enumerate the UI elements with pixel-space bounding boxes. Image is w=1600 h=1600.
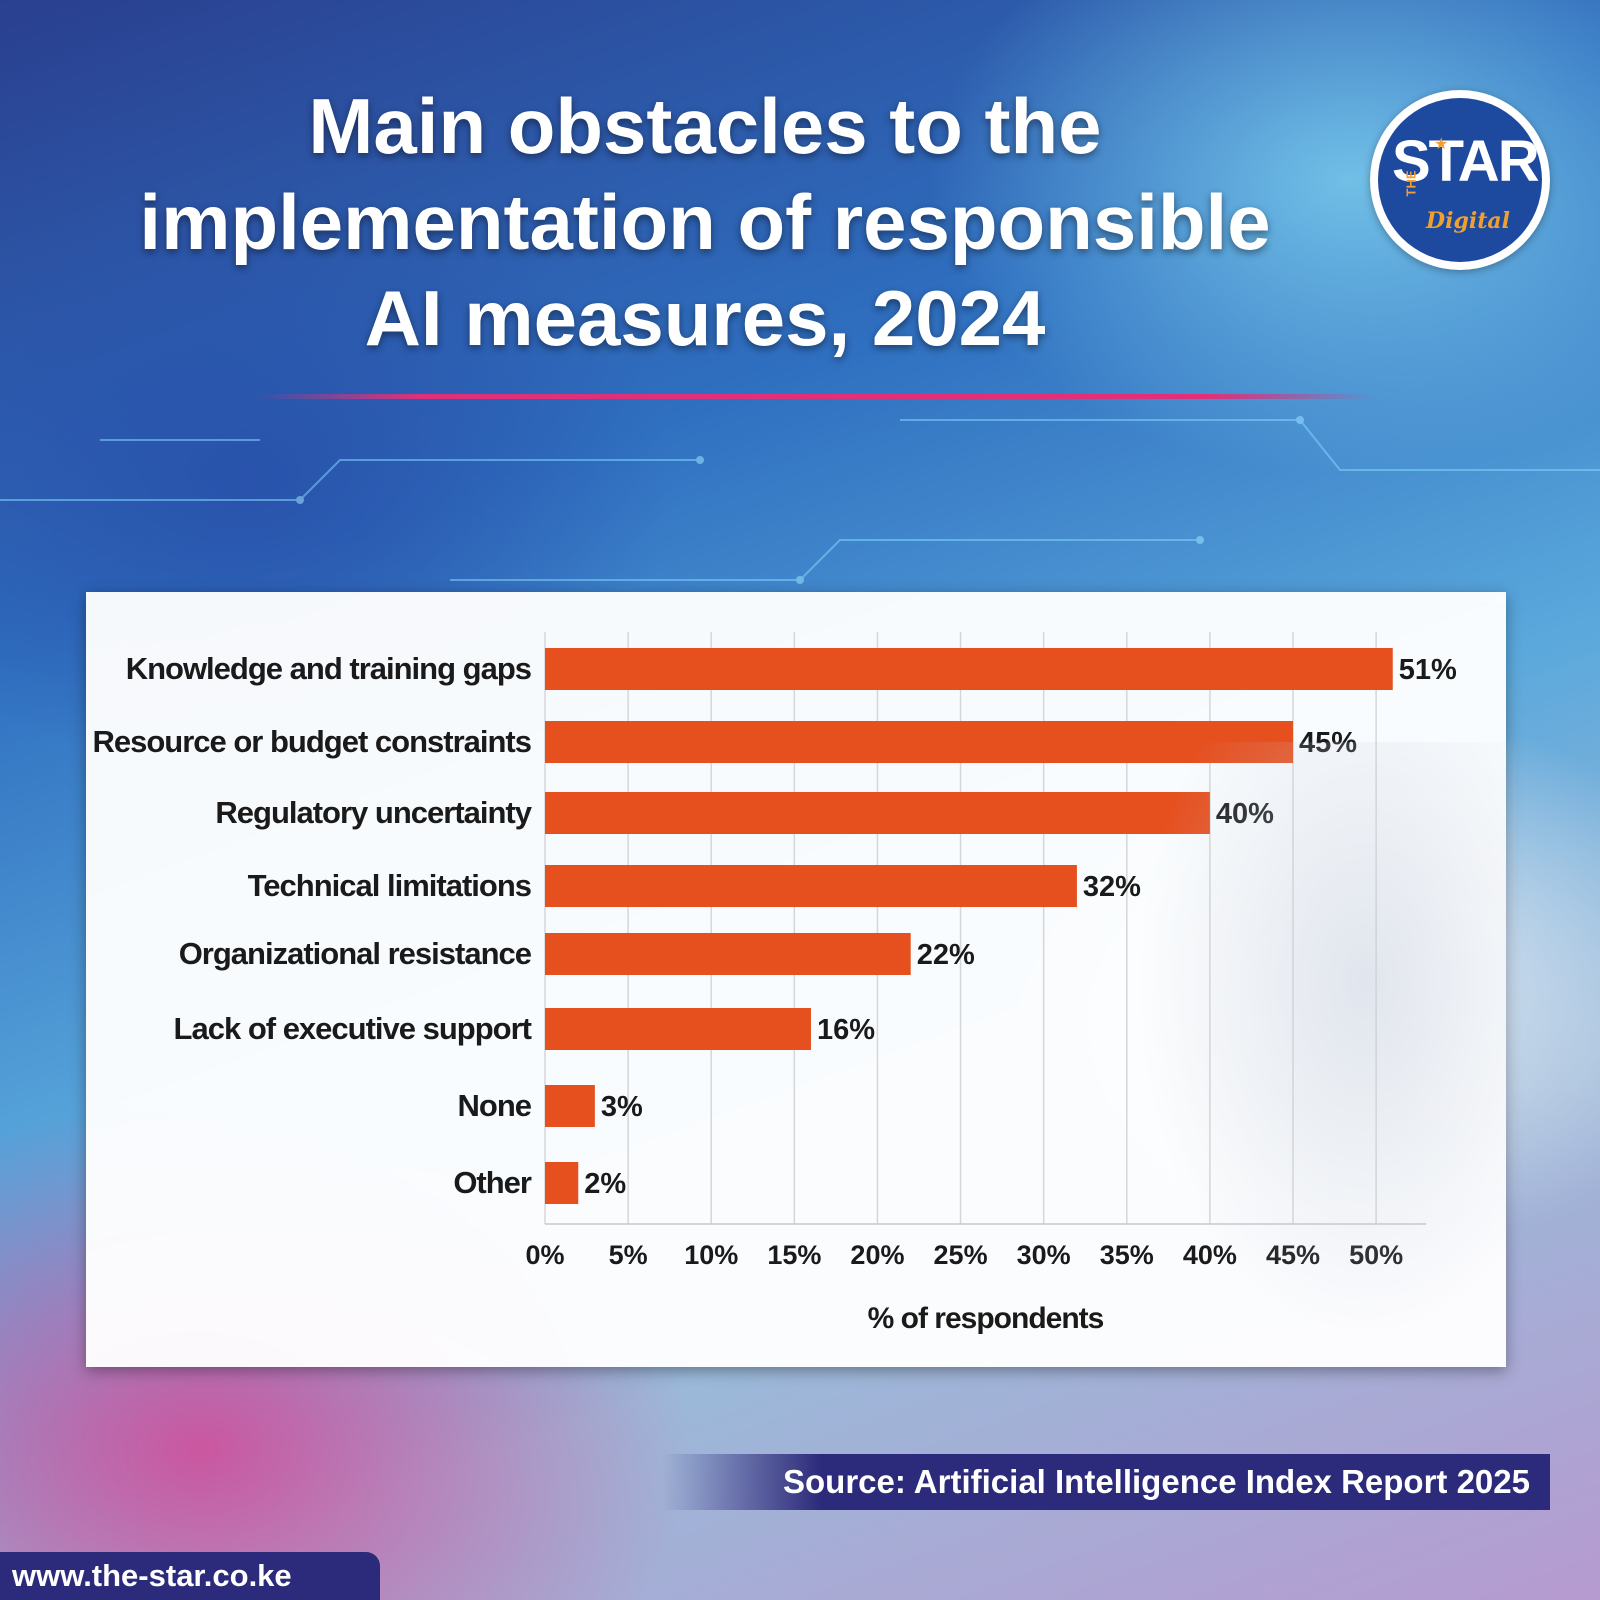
logo-badge: STAR ★ THE Digital [1378,98,1542,262]
value-label: 45% [1299,727,1357,759]
bar [545,721,1294,763]
category-label: Lack of executive support [174,1011,532,1046]
x-axis-title: % of respondents [868,1302,1104,1335]
x-tick-label: 25% [934,1240,988,1270]
value-label: 16% [817,1014,875,1046]
value-label: 22% [917,939,975,971]
category-label: Knowledge and training gaps [126,651,531,686]
category-label: Organizational resistance [179,936,532,971]
x-tick-label: 20% [850,1240,904,1270]
bar [545,1008,811,1050]
bar [545,792,1210,834]
title-line: AI measures, 2024 [364,274,1046,362]
x-tick-label: 40% [1183,1240,1237,1270]
x-tick-label: 45% [1266,1240,1320,1270]
background-circuit-decoration [0,416,1600,604]
bar [545,865,1077,907]
category-label: Regulatory uncertainty [215,795,532,830]
x-tick-label: 10% [684,1240,738,1270]
source-banner: Source: Artificial Intelligence Index Re… [662,1454,1550,1510]
bar [545,933,911,975]
logo-the-text: THE [1403,170,1419,197]
value-label: 32% [1083,871,1141,903]
value-label: 3% [601,1091,643,1123]
category-label: None [458,1088,532,1123]
logo-digital-text: Digital [1426,208,1510,234]
the-star-digital-logo: STAR ★ THE Digital [1370,90,1550,270]
value-label: 2% [584,1168,626,1200]
category-label: Resource or budget constraints [92,724,531,759]
bar [545,648,1393,690]
logo-star-text: STAR [1392,129,1540,194]
bar [545,1162,579,1204]
value-label: 40% [1216,798,1274,830]
x-tick-label: 30% [1017,1240,1071,1270]
star-icon: ★ [1434,136,1449,153]
x-tick-label: 5% [609,1240,648,1270]
title-line: implementation of responsible [139,178,1271,266]
x-tick-label: 50% [1349,1240,1403,1270]
page-title: Main obstacles to the implementation of … [40,78,1370,366]
x-tick-label: 15% [767,1240,821,1270]
title-line: Main obstacles to the [308,82,1102,170]
value-label: 51% [1399,654,1457,686]
x-tick-label: 0% [525,1240,564,1270]
bar [545,1085,595,1127]
website-link[interactable]: www.the-star.co.ke [0,1552,380,1600]
category-label: Other [453,1165,532,1200]
bar-chart: Knowledge and training gaps 51% Resource o… [92,632,1457,1335]
title-underline [255,394,1375,399]
category-label: Technical limitations [248,868,531,903]
chart-card: Knowledge and training gaps 51% Resource o… [86,592,1516,1367]
x-tick-label: 35% [1100,1240,1154,1270]
